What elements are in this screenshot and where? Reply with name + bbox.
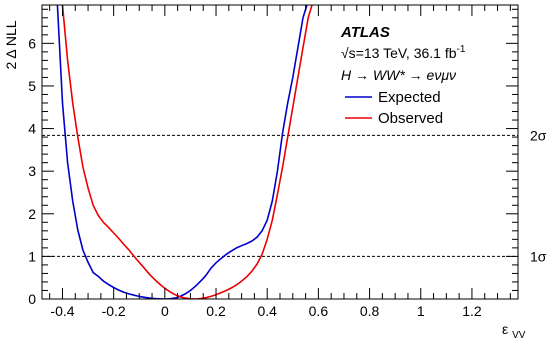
x-tick-label-0: -0.4 [50,303,74,319]
y-tick-label-4: 4 [28,121,36,137]
series-line-observed [61,5,313,299]
series-line-expected [56,5,308,299]
x-tick-label-5: 0.6 [309,303,329,319]
threshold-label-1: 2σ [530,127,547,143]
y-tick-label-1: 1 [28,248,36,264]
x-tick-label-3: 0.2 [206,303,226,319]
legend: Expected Observed [345,89,443,127]
x-tick-label-7: 1 [417,303,425,319]
y-axis-title: 2 Δ NLL [3,20,19,69]
axes: -0.4 -0.2 0 0.2 0.4 0.6 0.8 1 1.2 0 1 2 3 4 5 6 [28,4,519,319]
energy-lumi-label: √s=13 TeV, 36.1 fb-1 [341,44,466,61]
legend-label-expected: Expected [378,89,441,106]
x-tick-label-1: -0.2 [102,303,126,319]
atlas-label: ATLAS [340,24,390,41]
x-tick-label-8: 1.2 [462,303,482,319]
atlas-label-block: ATLAS √s=13 TeV, 36.1 fb-1 H → WW* → eνμ… [340,24,466,83]
y-tick-label-2: 2 [28,206,36,222]
process-label: H → WW* → eνμν [341,67,456,83]
x-tick-label-6: 0.8 [360,303,380,319]
energy-lumi-text: =13 TeV, 36.1 fb [356,45,457,61]
sqrt-s-symbol: √s [341,45,356,61]
y-tick-label-6: 6 [28,35,36,51]
y-tick-label-5: 5 [28,78,36,94]
threshold-lines: 1σ 2σ [42,127,547,264]
x-tick-label-4: 0.4 [257,303,277,319]
lumi-exponent: -1 [457,44,466,55]
x-tick-label-2: 0 [161,303,169,319]
legend-label-observed: Observed [378,110,443,127]
curves [56,5,313,299]
x-axis-title: ε VV [502,321,526,341]
threshold-label-0: 1σ [530,248,547,264]
x-axis-title-main: ε [502,321,508,337]
y-tick-label-0: 0 [28,291,36,307]
y-tick-label-3: 3 [28,163,36,179]
x-axis-title-sub: VV [512,330,526,341]
